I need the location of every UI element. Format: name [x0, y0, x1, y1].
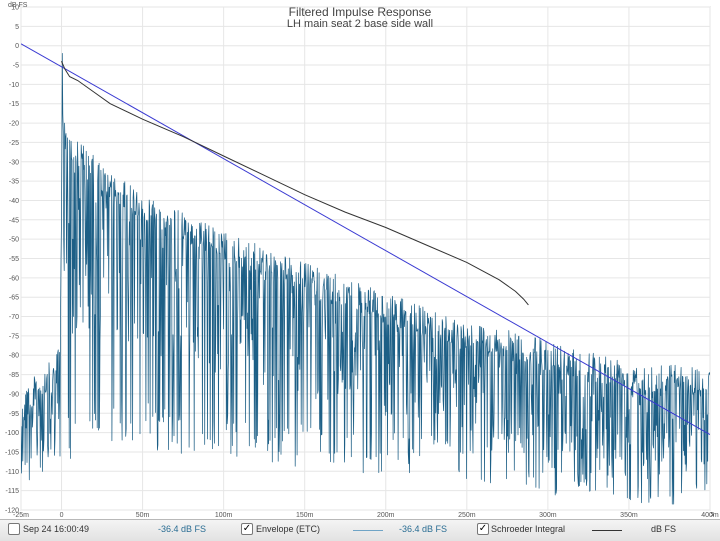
schroeder-checkbox[interactable]: ✓ [477, 523, 489, 535]
y-tick-label: -95 [9, 411, 19, 418]
series-envelope-etc [21, 53, 710, 505]
schroeder-unit: dB FS [651, 524, 677, 534]
x-tick-label: 150m [296, 512, 314, 519]
y-tick-label: 10 [11, 5, 19, 12]
x-tick-label: 200m [377, 512, 395, 519]
envelope-value: -36.4 dB FS [158, 524, 207, 534]
y-axis-unit-label: dB FS [8, 2, 28, 9]
y-tick-label: -30 [9, 159, 19, 166]
y-tick-label: -35 [9, 179, 19, 186]
y-tick-label: -115 [6, 488, 20, 495]
y-tick-label: -105 [5, 449, 19, 456]
y-tick-label: -25 [9, 140, 19, 147]
schroeder-swatch [592, 530, 622, 531]
chart-subtitle: LH main seat 2 base side wall [287, 18, 433, 30]
x-tick-label: 0 [60, 512, 64, 519]
y-tick-label: -65 [9, 295, 19, 302]
y-tick-label: -80 [9, 353, 19, 360]
chart-title: Filtered Impulse Response [289, 5, 432, 19]
y-tick-label: -5 [13, 63, 19, 70]
chart-plot: 10 5 0 -5 -10 -15 -20 -25 -30 -35 -40 -45 -50 -55 -60 -… [5, 2, 719, 519]
y-tick-label: 5 [15, 24, 19, 31]
y-tick-label: -75 [9, 333, 19, 340]
x-tick-label: -25m [13, 512, 29, 519]
y-tick-label: -50 [9, 237, 19, 244]
series-decay-fit-line [21, 43, 710, 435]
series-schroeder-integral [61, 61, 529, 306]
x-tick-label: 100m [215, 512, 233, 519]
envelope-swatch [353, 530, 383, 531]
y-tick-label: -40 [9, 198, 19, 205]
x-tick-label: 300m [539, 512, 557, 519]
x-tick-label: 50m [136, 512, 150, 519]
x-axis-unit-label: s [711, 511, 715, 518]
y-tick-label: -55 [9, 256, 19, 263]
y-tick-label: -60 [9, 275, 19, 282]
y-tick-label: -85 [9, 372, 19, 379]
y-tick-label: -45 [9, 217, 19, 224]
envelope-checkbox[interactable]: ✓ [241, 523, 253, 535]
y-tick-label: 0 [15, 43, 19, 50]
legend-bar: Sep 24 16:00:49 -36.4 dB FS ✓ Envelope (… [0, 519, 720, 541]
date-checkbox[interactable] [8, 523, 20, 535]
y-tick-label: -100 [5, 430, 19, 437]
y-tick-label: -20 [9, 121, 19, 128]
envelope-label: Envelope (ETC) [256, 524, 321, 534]
schroeder-value: -36.4 dB FS [399, 524, 448, 534]
y-tick-label: -110 [6, 469, 20, 476]
y-tick-label: -90 [9, 391, 19, 398]
y-tick-label: -120 [5, 508, 19, 515]
x-tick-label: 350m [620, 512, 638, 519]
legend-date: Sep 24 16:00:49 [23, 524, 90, 534]
y-tick-label: -15 [9, 101, 19, 108]
x-tick-label: 250m [458, 512, 476, 519]
y-tick-label: -70 [9, 314, 19, 321]
schroeder-label: Schroeder Integral [491, 524, 566, 534]
x-tick-label: 400m [701, 512, 719, 519]
y-tick-label: -10 [9, 82, 19, 89]
